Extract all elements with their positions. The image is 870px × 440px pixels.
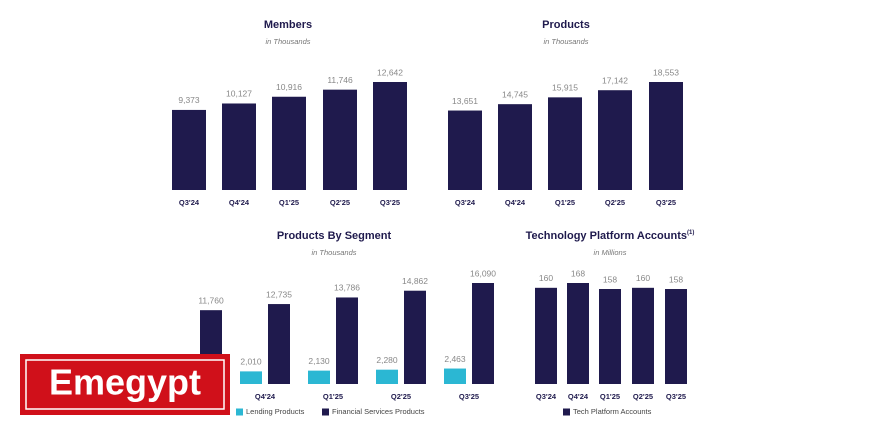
bar [567,283,589,384]
x-tick-label: Q3'24 [536,392,557,401]
watermark: Emegypt [20,354,230,415]
bar [444,368,466,384]
x-tick-label: Q3'24 [455,198,476,207]
bar [599,289,621,384]
value-label: 14,745 [502,89,528,99]
value-label: 2,010 [240,357,262,367]
x-tick-label: Q2'25 [391,392,411,401]
value-label: 160 [636,273,650,283]
x-tick-label: Q4'24 [229,198,250,207]
x-tick-label: Q1'25 [555,198,575,207]
bar [336,297,358,384]
value-label: 11,760 [198,295,224,305]
legend-swatch [322,408,329,416]
value-label: 15,915 [552,83,578,93]
bar [172,109,206,190]
bar [222,103,256,190]
value-label: 158 [603,274,617,284]
bar [472,283,494,384]
value-label: 10,916 [276,82,302,92]
bar [548,97,582,190]
chart-title-text: Technology Platform Accounts [526,230,687,242]
chart-title-text: Products [542,19,590,31]
x-tick-label: Q3'25 [656,198,676,207]
value-label: 14,862 [402,276,428,286]
chart-title: Technology Platform Accounts(1) [526,230,695,242]
x-tick-label: Q3'24 [179,198,200,207]
x-tick-label: Q1'25 [323,392,343,401]
x-tick-label: Q2'25 [605,198,625,207]
value-label: 16,090 [470,268,496,278]
chart-subtitle: in Thousands [311,248,356,257]
bar [373,82,407,190]
watermark-border [25,359,225,410]
chart-title: Members [264,19,312,31]
bar [404,290,426,384]
bar [498,104,532,190]
value-label: 158 [669,274,683,284]
title-note: (1) [687,230,694,236]
bar [272,96,306,190]
x-tick-label: Q4'24 [505,198,526,207]
chart-subtitle: in Millions [594,248,627,257]
value-label: 168 [571,268,585,278]
x-tick-label: Q4'24 [568,392,589,401]
value-label: 12,735 [266,289,292,299]
x-tick-label: Q1'25 [279,198,299,207]
x-tick-label: Q4'24 [255,392,276,401]
chart-title-text: Products By Segment [277,230,392,242]
bar [598,90,632,190]
bar [376,369,398,384]
chart-subtitle: in Thousands [265,37,310,46]
bar [448,110,482,190]
bar [665,289,687,384]
value-label: 18,553 [653,67,679,77]
watermark-box [20,354,230,415]
value-label: 160 [539,273,553,283]
bar [535,287,557,384]
legend-label: Tech Platform Accounts [573,407,652,416]
value-label: 9,373 [178,95,200,105]
value-label: 12,642 [377,67,403,77]
x-tick-label: Q3'25 [380,198,400,207]
chart-title: Products [542,19,590,31]
chart-subtitle: in Thousands [543,37,588,46]
bar [268,304,290,384]
bar [323,89,357,190]
chart-title: Products By Segment [277,230,392,242]
x-tick-label: Q1'25 [600,392,620,401]
x-tick-label: Q2'25 [330,198,350,207]
bar [240,371,262,384]
chart-title-text: Members [264,19,312,31]
value-label: 2,463 [444,354,466,364]
value-label: 2,130 [308,356,330,366]
value-label: 17,142 [602,75,628,85]
bar [308,370,330,384]
bar [632,287,654,384]
legend-swatch [236,408,243,416]
legend-swatch [563,408,570,416]
value-label: 13,651 [452,96,478,106]
x-tick-label: Q3'25 [666,392,686,401]
value-label: 13,786 [334,283,360,293]
value-label: 2,280 [376,355,398,365]
value-label: 10,127 [226,89,252,99]
x-tick-label: Q3'25 [459,392,479,401]
legend-label: Financial Services Products [332,407,425,416]
x-tick-label: Q2'25 [633,392,653,401]
bar [649,82,683,190]
watermark-text: Emegypt [49,362,201,403]
legend-label: Lending Products [246,407,305,416]
value-label: 11,746 [327,75,353,85]
